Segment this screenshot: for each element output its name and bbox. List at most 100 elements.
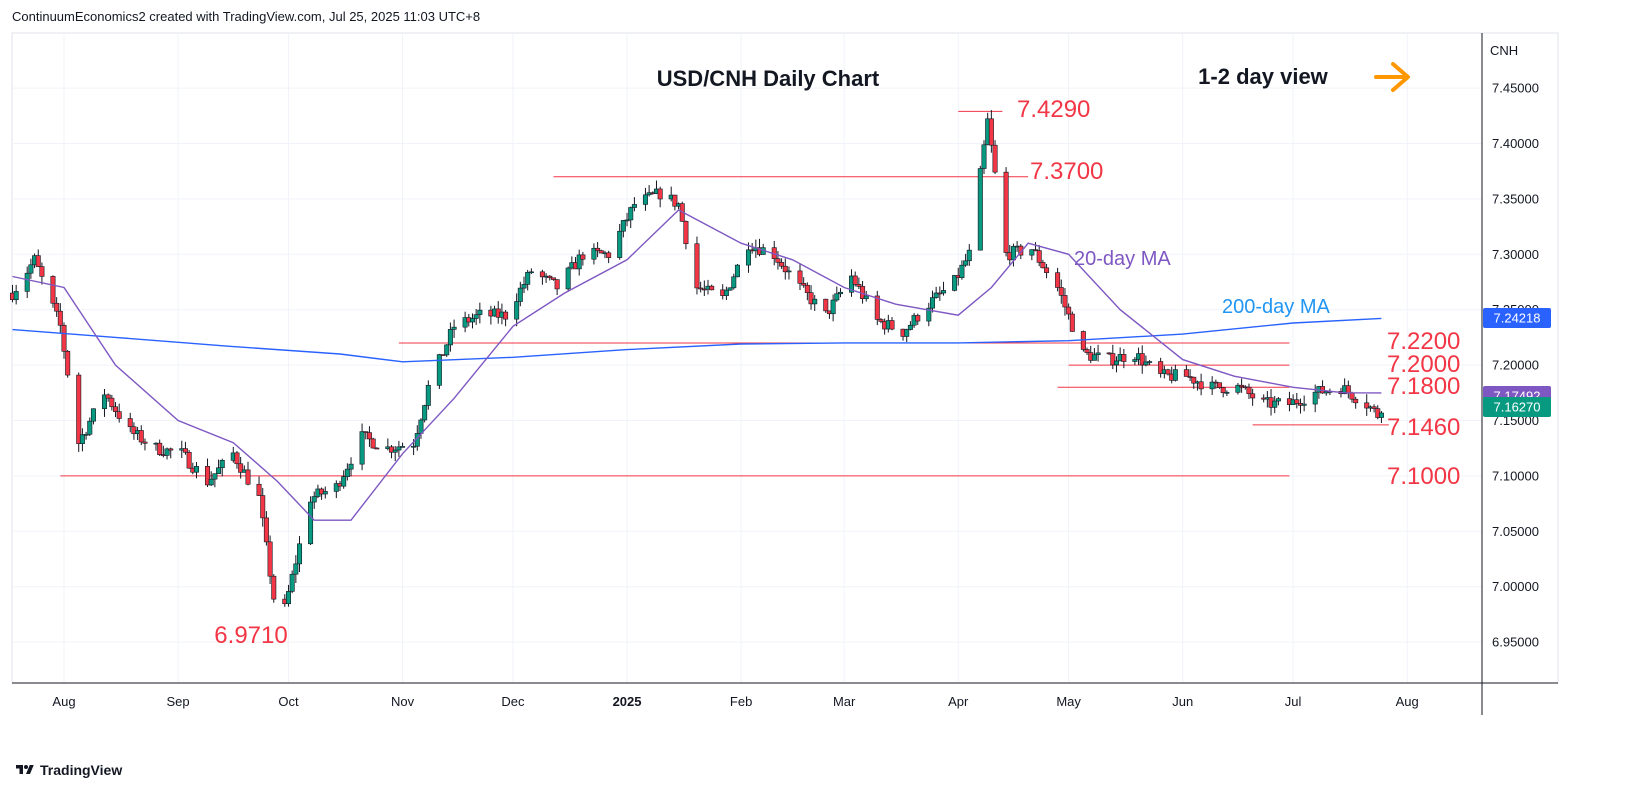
- candle-body: [775, 258, 781, 263]
- candle: [348, 457, 354, 477]
- candle: [127, 412, 133, 433]
- candle-body: [238, 463, 244, 473]
- last-price-tag-text: 7.16270: [1494, 400, 1541, 415]
- candle-body: [1003, 171, 1009, 253]
- candle: [576, 249, 582, 276]
- candle-body: [1209, 381, 1215, 390]
- candle: [61, 322, 67, 359]
- candle-body: [208, 478, 214, 486]
- candle: [1371, 404, 1377, 413]
- candle-body: [1239, 384, 1245, 388]
- candle-body: [271, 575, 277, 600]
- candle-body: [1172, 369, 1178, 381]
- candle: [514, 293, 520, 327]
- candle: [1272, 396, 1278, 414]
- candle-body: [396, 446, 402, 451]
- candle: [852, 271, 858, 287]
- candle: [260, 487, 266, 527]
- candle-body: [834, 293, 840, 301]
- candle: [1058, 279, 1064, 304]
- candlestick-series: [9, 110, 1384, 607]
- candle: [779, 258, 785, 269]
- candle: [963, 253, 969, 267]
- candle: [775, 251, 781, 270]
- candle-body: [1036, 250, 1042, 263]
- candle-body: [50, 276, 56, 304]
- candle-body: [1364, 402, 1370, 409]
- y-tick-label: 6.95000: [1492, 635, 1539, 650]
- candle-body: [109, 397, 115, 408]
- candle: [904, 328, 910, 343]
- ma200-label: 200-day MA: [1222, 296, 1330, 318]
- x-tick-label: Nov: [391, 694, 415, 709]
- candle-body: [624, 219, 630, 222]
- candle: [992, 140, 998, 175]
- y-tick-label: 7.20000: [1492, 358, 1539, 373]
- candle: [503, 309, 509, 327]
- candle: [1378, 411, 1384, 424]
- tradingview-footer[interactable]: TradingView: [14, 762, 122, 778]
- candle-body: [219, 459, 225, 469]
- candle: [186, 450, 192, 469]
- candle: [1158, 357, 1164, 378]
- candle: [267, 535, 273, 585]
- candle: [550, 277, 556, 281]
- candle-body: [874, 295, 880, 320]
- candle: [808, 285, 814, 310]
- candle-body: [988, 118, 994, 146]
- candle-body: [606, 252, 612, 258]
- candle-body: [366, 432, 372, 440]
- candle-body: [157, 442, 163, 455]
- candle-body: [709, 285, 715, 291]
- candle: [517, 281, 523, 307]
- candle-body: [1198, 381, 1204, 390]
- level-label-7.2200: 7.2200: [1387, 328, 1460, 355]
- candle: [1044, 263, 1050, 279]
- y-tick-label: 7.05000: [1492, 524, 1539, 539]
- candle-body: [591, 247, 597, 260]
- candle: [926, 302, 932, 327]
- candle: [1010, 243, 1016, 267]
- candle: [219, 458, 225, 477]
- candle: [554, 279, 560, 296]
- candle-body: [657, 188, 663, 200]
- candle: [1147, 360, 1153, 365]
- candle: [1084, 347, 1090, 356]
- candle: [157, 439, 163, 456]
- candle-body: [963, 260, 969, 266]
- candle-body: [65, 350, 71, 376]
- candle: [874, 290, 880, 326]
- candle-body: [374, 447, 380, 450]
- level-label-7.3700: 7.3700: [1030, 158, 1103, 185]
- candle: [24, 266, 30, 299]
- candle: [734, 263, 740, 278]
- candle: [595, 242, 601, 258]
- y-tick-label: 7.45000: [1492, 81, 1539, 96]
- candle-body: [1345, 385, 1351, 394]
- candle-body: [311, 496, 317, 503]
- candle-body: [1029, 249, 1035, 256]
- candle-body: [801, 282, 807, 286]
- candle-body: [1044, 267, 1050, 273]
- candle-body: [786, 270, 792, 273]
- candle: [39, 262, 45, 285]
- candle-body: [1235, 384, 1241, 393]
- y-tick-label: 7.00000: [1492, 579, 1539, 594]
- candle: [363, 431, 369, 440]
- candle: [915, 313, 921, 325]
- candle: [256, 476, 262, 496]
- candle-body: [363, 431, 369, 433]
- candle-body: [61, 324, 67, 352]
- candle-body: [1132, 359, 1138, 362]
- candle-body: [1250, 393, 1256, 399]
- x-tick-label: 2025: [613, 694, 642, 709]
- candle-body: [804, 284, 810, 293]
- candle: [933, 286, 939, 299]
- candle-body: [245, 469, 251, 485]
- candle-body: [528, 271, 534, 274]
- candle-body: [293, 563, 299, 575]
- candle: [731, 273, 737, 290]
- candle-body: [87, 420, 93, 435]
- candle-body: [550, 277, 556, 280]
